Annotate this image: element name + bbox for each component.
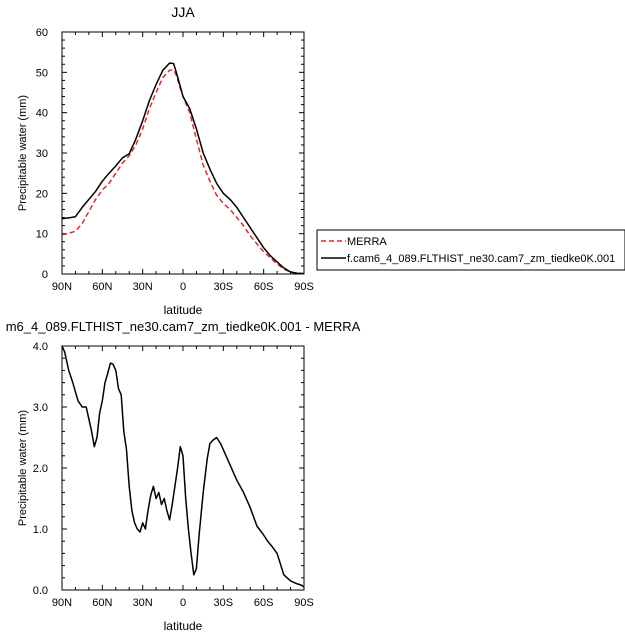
bottom-y-tick-label: 3.0 <box>33 402 48 414</box>
top-series-line-model <box>61 62 305 275</box>
bottom-y-axis-label: Precipitable water (mm) <box>17 410 29 526</box>
bottom-chart-title: m6_4_089.FLTHIST_ne30.cam7_zm_tiedke0K.0… <box>6 319 361 334</box>
bottom-plot-frame <box>61 345 305 591</box>
bottom-x-axis-label: latitude <box>164 619 203 633</box>
bottom-y-tick-label: 1.0 <box>33 524 48 536</box>
top-x-tick-label: 30S <box>214 281 234 293</box>
bottom-x-tick-label: 60N <box>92 597 112 609</box>
top-y-tick-label: 10 <box>36 229 48 241</box>
bottom-y-tick-label: 4.0 <box>33 341 48 353</box>
top-y-tick-label: 20 <box>36 188 48 200</box>
bottom-y-tick-label: 2.0 <box>33 463 48 475</box>
top-plot-frame <box>61 31 305 275</box>
bottom-panel: m6_4_089.FLTHIST_ne30.cam7_zm_tiedke0K.0… <box>6 319 361 633</box>
top-y-tick-label: 30 <box>36 148 48 160</box>
top-panel: JJA 90N 60N 30N 0 30S 60S 90S 0 10 20 30 40 50 60 lat… <box>17 4 314 317</box>
top-x-tick-label: 60S <box>254 281 274 293</box>
top-x-axis-label: latitude <box>164 303 203 317</box>
legend-label-model: f.cam6_4_089.FLTHIST_ne30.cam7_zm_tiedke… <box>347 253 615 265</box>
top-x-tick-label: 60N <box>92 281 112 293</box>
top-x-tick-label: 30N <box>133 281 153 293</box>
top-series-line-merra <box>61 69 305 275</box>
bottom-series-line-difference <box>61 345 305 588</box>
legend-label-merra: MERRA <box>347 236 387 248</box>
top-x-tick-label: 90S <box>294 281 314 293</box>
top-y-tick-label: 40 <box>36 108 48 120</box>
bottom-x-tick-label: 90S <box>294 597 314 609</box>
bottom-x-tick-label: 30S <box>214 597 234 609</box>
bottom-y-tick-label: 0.0 <box>33 585 48 597</box>
top-y-tick-label: 60 <box>36 27 48 39</box>
top-x-tick-label: 90N <box>52 281 72 293</box>
top-y-axis-label: Precipitable water (mm) <box>17 95 29 211</box>
bottom-x-tick-label: 0 <box>180 597 186 609</box>
top-x-tick-label: 0 <box>180 281 186 293</box>
bottom-x-tick-label: 60S <box>254 597 274 609</box>
top-chart-title: JJA <box>171 4 195 20</box>
bottom-x-tick-label: 90N <box>52 597 72 609</box>
legend-box <box>316 229 625 271</box>
bottom-x-tick-label: 30N <box>133 597 153 609</box>
top-y-tick-label: 50 <box>36 67 48 79</box>
top-y-tick-label: 0 <box>42 269 48 281</box>
legend: MERRA f.cam6_4_089.FLTHIST_ne30.cam7_zm_… <box>316 229 625 271</box>
